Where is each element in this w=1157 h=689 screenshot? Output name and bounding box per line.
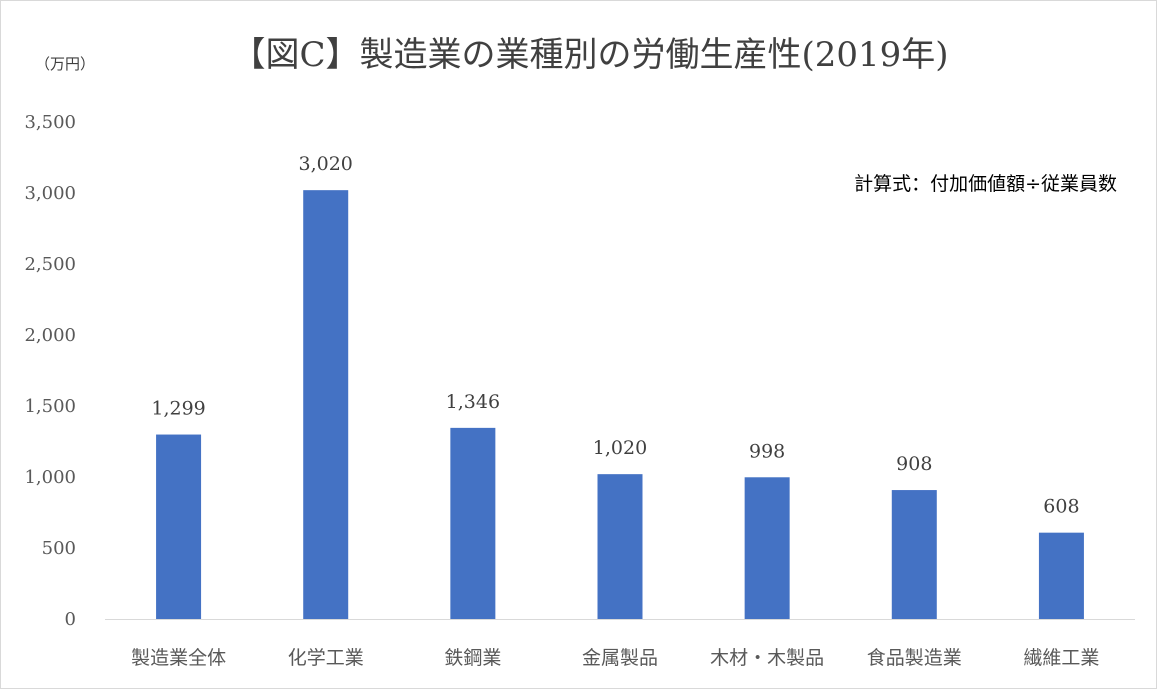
y-tick-label: 2,500 (24, 254, 76, 275)
y-axis-unit-label: （万円） (35, 55, 95, 73)
y-tick-label: 1,500 (24, 396, 76, 417)
y-tick-label: 0 (65, 609, 76, 630)
x-tick-label: 製造業全体 (131, 647, 226, 669)
x-axis-ticks: 製造業全体 化学工業 鉄鋼業 金属製品 木材・木製品 食品製造業 繊維工業 (131, 647, 1099, 669)
x-tick-label: 繊維工業 (1023, 647, 1099, 669)
x-tick-label: 木材・木製品 (710, 647, 824, 669)
data-label: 908 (896, 453, 932, 475)
data-label: 1,299 (151, 398, 205, 420)
chart-title: 【図C】製造業の業種別の労働生産性(2019年) (231, 35, 948, 75)
formula-annotation: 計算式：付加価値額÷従業員数 (854, 173, 1117, 195)
data-label: 1,020 (593, 437, 647, 459)
bar (744, 477, 790, 619)
data-label: 998 (749, 440, 785, 462)
y-tick-label: 500 (42, 538, 76, 559)
y-tick-label: 3,000 (24, 183, 76, 204)
y-axis-ticks: 0 500 1,000 1,500 2,000 2,500 3,000 3,500 (24, 112, 76, 630)
bars (156, 190, 1084, 619)
bar (891, 490, 937, 619)
x-tick-label: 化学工業 (288, 647, 364, 669)
y-tick-label: 3,500 (24, 112, 76, 133)
data-label: 3,020 (299, 153, 353, 175)
x-tick-label: 食品製造業 (867, 647, 962, 669)
bar (156, 434, 202, 619)
data-label: 608 (1043, 496, 1079, 518)
data-label: 1,346 (446, 391, 500, 413)
bar (597, 474, 643, 619)
data-labels: 1,299 3,020 1,346 1,020 998 908 608 (151, 153, 1079, 518)
bar (1038, 532, 1084, 619)
bar (450, 427, 496, 619)
bar (303, 190, 349, 619)
y-tick-label: 1,000 (24, 467, 76, 488)
x-tick-label: 鉄鋼業 (444, 647, 501, 669)
x-tick-label: 金属製品 (582, 647, 658, 669)
y-tick-label: 2,000 (24, 325, 76, 346)
